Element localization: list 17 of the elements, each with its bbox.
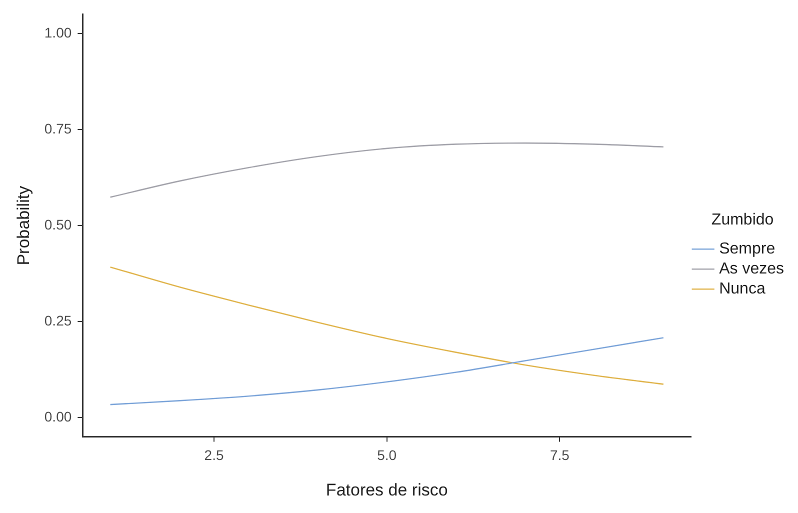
y-tick-label: 1.00 bbox=[44, 24, 72, 40]
x-tick-label: 2.5 bbox=[204, 447, 224, 464]
y-axis-title: Probability bbox=[14, 185, 33, 266]
y-tick-label: 0.00 bbox=[44, 408, 72, 424]
y-tick-label: 0.50 bbox=[44, 216, 72, 232]
y-tick-label: 0.25 bbox=[44, 312, 72, 328]
x-tick-label: 5.0 bbox=[377, 447, 397, 464]
y-tick-label: 0.75 bbox=[44, 120, 72, 136]
line-series bbox=[110, 337, 664, 406]
legend-label: Nunca bbox=[719, 280, 766, 298]
legend-title: Zumbido bbox=[711, 211, 774, 228]
x-axis-title: Fatores de risco bbox=[326, 480, 448, 500]
legend-label: As vezes bbox=[719, 260, 784, 278]
line-series bbox=[110, 266, 664, 385]
legend-label: Sempre bbox=[719, 240, 776, 258]
line-series bbox=[110, 142, 664, 198]
x-tick-label: 7.5 bbox=[550, 447, 570, 464]
